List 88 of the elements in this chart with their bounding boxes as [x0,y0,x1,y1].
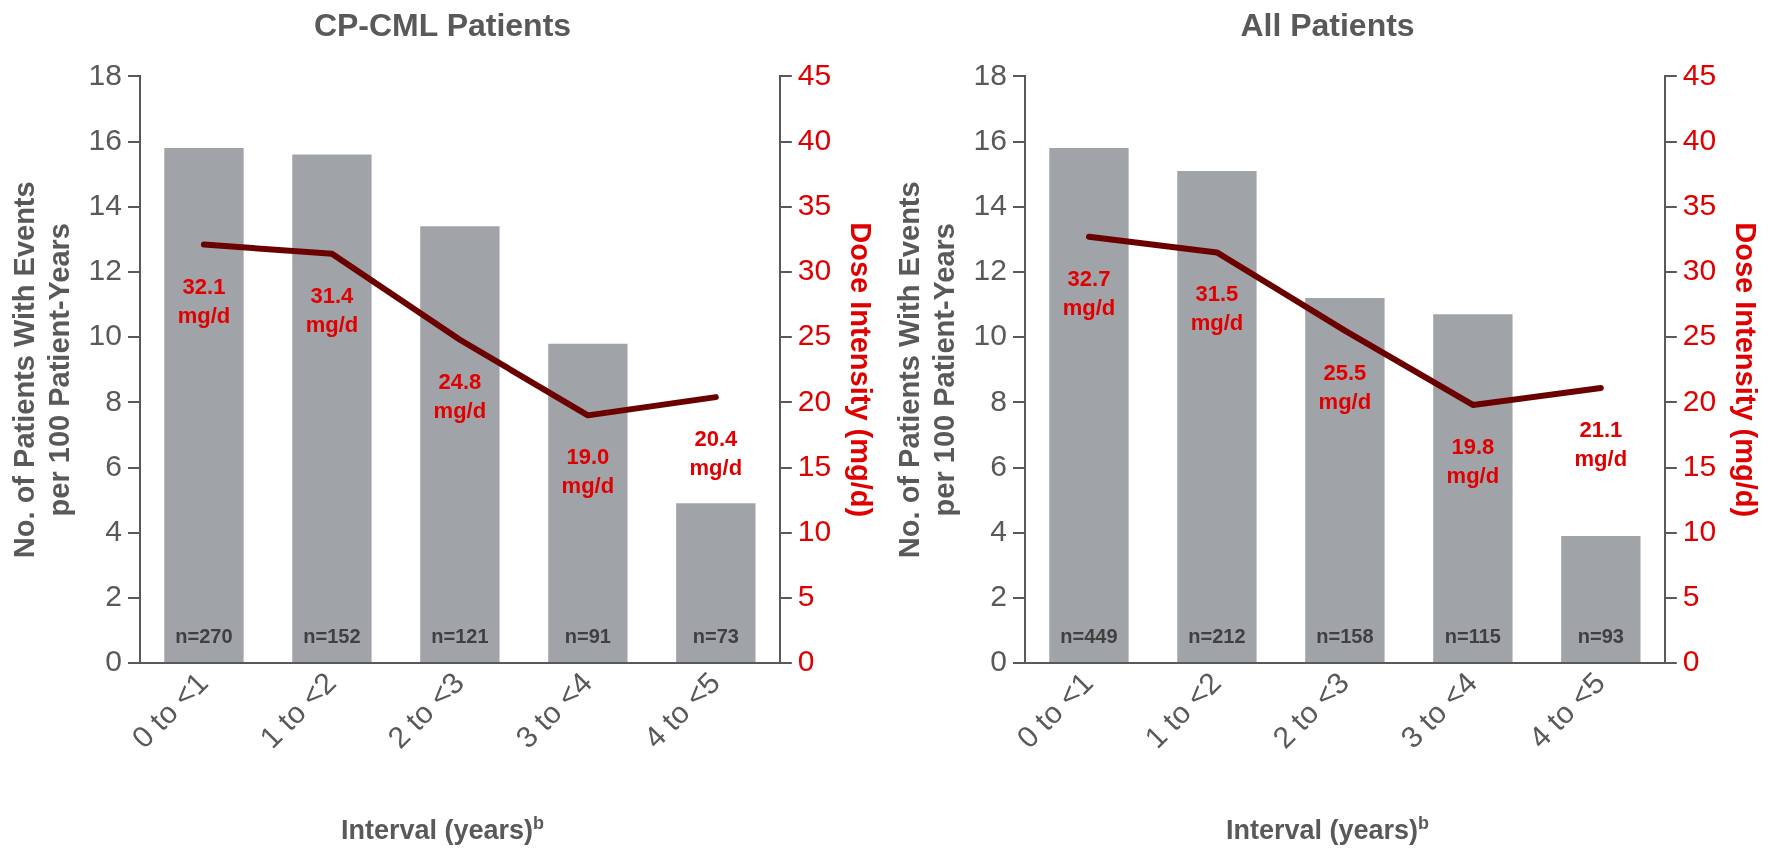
y2-tick-label: 0 [797,644,815,678]
y2-tick-label: 20 [1682,383,1717,417]
y-tick-label: 14 [973,188,1007,222]
x-tick-label: 3 to <4 [1394,665,1483,755]
data-label: 19.0 mg/d [561,444,615,499]
bar [1049,148,1129,663]
data-label: 24.8 mg/d [433,368,487,423]
data-label: 31.4 mg/d [305,282,359,337]
y2-tick-label: 40 [1682,122,1717,156]
y-tick-label: 6 [105,448,122,482]
y-tick-label: 10 [973,318,1007,352]
y2-tick-label: 10 [1682,513,1717,547]
bar [676,503,756,663]
y-tick-label: 2 [990,579,1007,613]
bar [1305,298,1385,663]
y-tick-label: 12 [88,253,122,287]
bar [1561,535,1641,663]
y2-tick-label: 10 [797,513,832,547]
y-axis-title: No. of Patients With Events per 100 Patient-Years [893,181,961,559]
annotation: n=73 [692,624,739,647]
annotation: n=212 [1188,624,1246,647]
bar [164,148,244,663]
x-axis-title: Interval (years)$^{b}$ [339,813,546,846]
y2-tick-label: 15 [797,448,832,482]
y-tick-label: 8 [990,383,1007,417]
y-tick-label: 4 [105,513,122,547]
x-tick-label: 0 to <1 [125,665,215,755]
y2-tick-label: 0 [1682,644,1700,678]
y2-tick-label: 40 [797,122,832,156]
data-label: 32.7 mg/d [1062,265,1116,320]
x-axis-title: Interval (years)$^{b}$ [1224,813,1431,846]
y-axis-title: No. of Patients With Events per 100 Patient-Years [8,181,76,559]
y-tick-label: 4 [990,513,1007,547]
chart-title: CP-CML Patients [313,7,572,44]
y2-axis-title: Dose Intensity (mg/d) [1729,222,1762,518]
data-label: 21.1 mg/d [1574,417,1628,472]
data-label: 25.5 mg/d [1318,359,1372,414]
x-tick-label: 4 to <5 [1522,665,1611,755]
y2-tick-label: 25 [1682,318,1717,352]
annotation: n=449 [1060,624,1118,647]
chart-title: All Patients [1240,7,1415,44]
x-tick-label: 2 to <3 [381,665,470,755]
y-tick-label: 0 [990,644,1007,678]
y-tick-label: 0 [105,644,122,678]
annotation: n=93 [1577,624,1624,647]
x-tick-label: 0 to <1 [1010,665,1100,755]
y-tick-label: 6 [990,448,1007,482]
annotation: n=270 [175,624,233,647]
data-label: 19.8 mg/d [1446,434,1500,488]
y2-axis-title: Dose Intensity (mg/d) [844,222,877,518]
y2-tick-label: 45 [1682,57,1717,91]
y2-tick-label: 35 [797,188,832,222]
y2-tick-label: 5 [1682,579,1700,613]
y2-tick-label: 5 [797,579,815,613]
y-tick-label: 16 [973,122,1007,156]
y-tick-label: 10 [88,318,122,352]
y-tick-label: 18 [973,57,1007,91]
y-tick-label: 8 [105,383,122,417]
x-tick-label: 4 to <5 [637,665,726,755]
y2-tick-label: 30 [1682,253,1717,287]
annotation: n=152 [303,624,361,647]
y-tick-label: 14 [88,188,122,222]
x-tick-label: 3 to <4 [509,665,598,755]
y2-tick-label: 45 [797,57,832,91]
bar [1433,314,1513,663]
x-tick-label: 2 to <3 [1266,665,1355,755]
y-tick-label: 18 [88,57,122,91]
y-tick-label: 12 [973,253,1007,287]
y2-tick-label: 20 [797,383,832,417]
y2-tick-label: 35 [1682,188,1717,222]
y-tick-label: 2 [105,579,122,613]
data-label: 31.5 mg/d [1190,281,1244,336]
y2-tick-label: 15 [1682,448,1717,482]
annotation: n=158 [1316,624,1374,647]
data-label: 32.1 mg/d [177,273,231,328]
y2-tick-label: 30 [797,253,832,287]
y-tick-label: 16 [88,122,122,156]
bar [292,154,372,663]
annotation: n=91 [564,624,611,647]
annotation: n=121 [431,624,489,647]
annotation: n=115 [1444,624,1501,647]
data-label: 20.4 mg/d [689,426,743,481]
y2-tick-label: 25 [797,318,832,352]
bar [420,226,500,663]
bar [1177,170,1257,663]
x-tick-label: 1 to <2 [1138,665,1228,755]
x-tick-label: 1 to <2 [253,665,343,755]
bar [548,343,628,663]
